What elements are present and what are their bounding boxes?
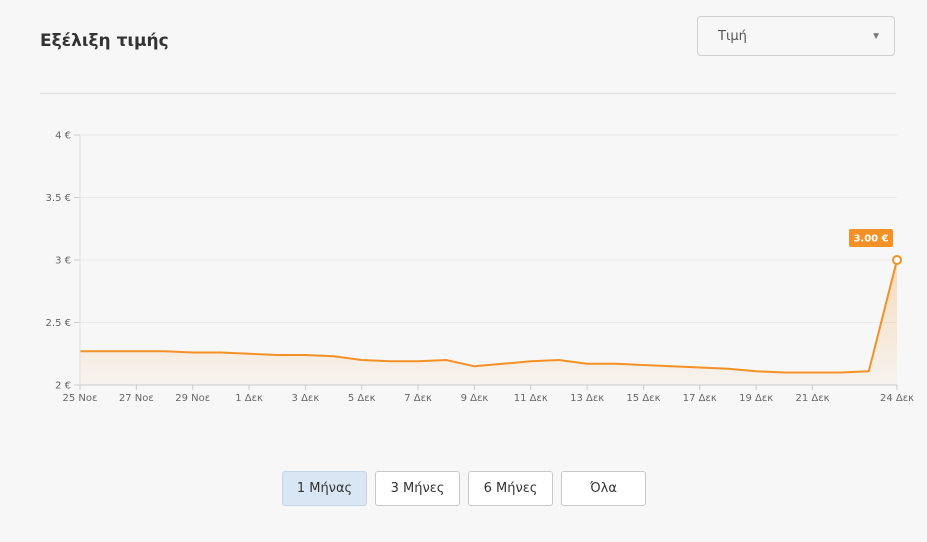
x-tick-label: 21 Δεκ: [795, 393, 829, 404]
metric-select[interactable]: Τιμή ▼: [697, 16, 895, 56]
x-tick-label: 7 Δεκ: [404, 393, 432, 404]
x-tick-label: 11 Δεκ: [514, 393, 548, 404]
price-chart: 2 € 2.5 € 3 € 3.5 € 4 € 25 Νοε 27 Νοε 29 Νοε 1 Δ…: [46, 131, 915, 405]
chevron-down-icon: ▼: [871, 31, 881, 42]
last-price-point: [892, 255, 902, 265]
x-tick-label: 3 Δεκ: [292, 393, 320, 404]
y-tick-label: 4 €: [55, 131, 71, 142]
x-tick-label: 13 Δεκ: [570, 393, 604, 404]
y-tick-label: 2.5 €: [46, 318, 71, 329]
price-tooltip-label: 3.00 €: [853, 234, 888, 245]
range-all-button[interactable]: Όλα: [561, 471, 646, 506]
range-3-months-button[interactable]: 3 Μήνες: [375, 471, 460, 506]
metric-select-value: Τιμή: [718, 29, 747, 44]
price-tooltip: [849, 229, 893, 247]
header-divider: [40, 93, 896, 94]
range-6-months-button[interactable]: 6 Μήνες: [468, 471, 553, 506]
x-tick-label: 17 Δεκ: [683, 393, 717, 404]
price-line: [80, 259, 898, 374]
page-title: Εξέλιξη τιμής: [40, 31, 169, 51]
x-tick-label: 24 Δεκ: [880, 393, 914, 404]
y-tick-label: 2 €: [55, 381, 71, 392]
x-tick-label: 15 Δεκ: [626, 393, 660, 404]
y-tick-label: 3 €: [55, 256, 71, 267]
x-tick-label: 29 Νοε: [175, 393, 210, 404]
x-tick-label: 5 Δεκ: [348, 393, 376, 404]
range-1-month-button[interactable]: 1 Μήνας: [282, 471, 367, 506]
x-tick-label: 25 Νοε: [63, 393, 98, 404]
x-tick-label: 1 Δεκ: [235, 393, 263, 404]
y-tick-label: 3.5 €: [46, 193, 71, 204]
x-tick-label: 9 Δεκ: [461, 393, 489, 404]
x-tick-label: 27 Νοε: [119, 393, 154, 404]
x-tick-label: 19 Δεκ: [739, 393, 773, 404]
